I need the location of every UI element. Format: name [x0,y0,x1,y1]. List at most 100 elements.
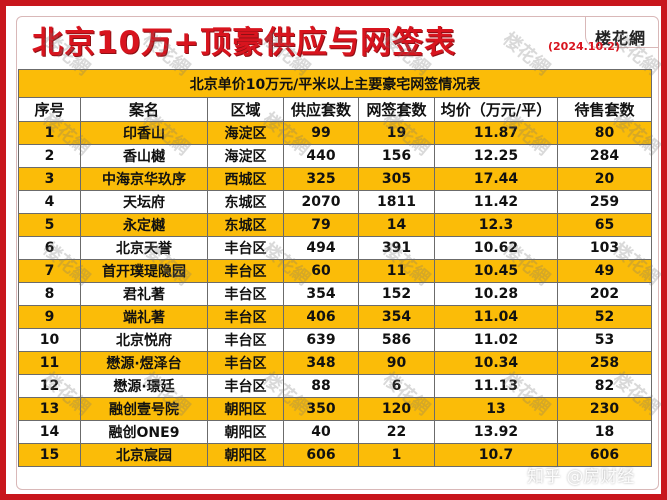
cell-project: 首开璞瑅隐园 [80,259,208,283]
cell-avg-price: 10.7 [434,443,558,467]
cell-index: 3 [18,167,81,191]
cell-project: 北京宸园 [80,443,208,467]
cell-project: 永定樾 [80,213,208,237]
table-caption: 北京单价10万元/平米以上主要豪宅网签情况表 [17,69,653,98]
cell-avg-price: 10.62 [434,236,558,260]
cell-supply: 639 [283,328,359,352]
cell-supply: 348 [283,351,359,375]
cell-avg-price: 12.25 [434,144,558,168]
table-header-row: 序号 案名 区域 供应套数 网签套数 均价（万元/平） 待售套数 [18,97,653,122]
cell-supply: 354 [283,282,359,306]
cell-signed: 354 [358,305,435,329]
cell-unsold: 53 [556,328,653,352]
cell-project: 君礼著 [80,282,208,306]
cell-signed: 305 [358,167,435,191]
cell-supply: 40 [283,420,359,444]
cell-project: 懋源·璟廷 [80,374,208,398]
cell-signed: 156 [358,144,435,168]
cell-signed: 1 [358,443,435,467]
cell-supply: 350 [283,397,359,421]
cell-index: 2 [18,144,81,168]
cell-district: 朝阳区 [207,420,284,444]
cell-project: 端礼著 [80,305,208,329]
cell-project: 懋源·煜泽台 [80,351,208,375]
cell-signed: 1811 [358,190,435,214]
cell-index: 1 [18,121,81,145]
cell-district: 朝阳区 [207,397,284,421]
cell-district: 丰台区 [207,282,284,306]
table-row: 14 融创ONE9 朝阳区 40 22 13.92 18 [18,420,653,444]
cell-index: 15 [18,443,81,467]
column-header-signed: 网签套数 [358,97,435,122]
cell-supply: 440 [283,144,359,168]
table-row: 13 融创壹号院 朝阳区 350 120 13 230 [18,397,653,421]
table-row: 11 懋源·煜泽台 丰台区 348 90 10.34 258 [18,351,653,375]
cell-avg-price: 11.04 [434,305,558,329]
cell-district: 丰台区 [207,374,284,398]
table-row: 12 懋源·璟廷 丰台区 88 6 11.13 82 [18,374,653,398]
cell-unsold: 230 [556,397,653,421]
cell-avg-price: 11.42 [434,190,558,214]
cell-project: 北京悦府 [80,328,208,352]
cell-unsold: 202 [556,282,653,306]
luxury-sales-table: 北京单价10万元/平米以上主要豪宅网签情况表 序号 案名 区域 供应套数 网签套… [17,69,653,467]
cell-index: 5 [18,213,81,237]
cell-unsold: 52 [556,305,653,329]
cell-supply: 325 [283,167,359,191]
cell-signed: 152 [358,282,435,306]
cell-index: 12 [18,374,81,398]
cell-index: 4 [18,190,81,214]
cell-avg-price: 12.3 [434,213,558,237]
table-row: 8 君礼著 丰台区 354 152 10.28 202 [18,282,653,306]
cell-district: 丰台区 [207,328,284,352]
column-header-unsold: 待售套数 [556,97,653,122]
cell-district: 海淀区 [207,144,284,168]
cell-district: 丰台区 [207,305,284,329]
cell-signed: 19 [358,121,435,145]
table-row: 15 北京宸园 朝阳区 606 1 10.7 606 [18,443,653,467]
cell-unsold: 20 [556,167,653,191]
cell-index: 8 [18,282,81,306]
cell-unsold: 259 [556,190,653,214]
cell-unsold: 49 [556,259,653,283]
cell-project: 融创壹号院 [80,397,208,421]
cell-district: 海淀区 [207,121,284,145]
cell-unsold: 82 [556,374,653,398]
cell-supply: 494 [283,236,359,260]
cell-district: 丰台区 [207,351,284,375]
column-header-district: 区域 [207,97,284,122]
table-row: 4 天坛府 东城区 2070 1811 11.42 259 [18,190,653,214]
cell-index: 13 [18,397,81,421]
cell-signed: 14 [358,213,435,237]
cell-unsold: 284 [556,144,653,168]
source-credit: 知乎 @房财经 [527,467,635,487]
cell-signed: 6 [358,374,435,398]
cell-project: 中海京华玖序 [80,167,208,191]
cell-supply: 99 [283,121,359,145]
table-row: 5 永定樾 东城区 79 14 12.3 65 [18,213,653,237]
cell-supply: 406 [283,305,359,329]
column-header-project: 案名 [80,97,208,122]
cell-avg-price: 17.44 [434,167,558,191]
cell-supply: 60 [283,259,359,283]
cell-index: 10 [18,328,81,352]
column-header-avg-price: 均价（万元/平） [434,97,558,122]
cell-supply: 606 [283,443,359,467]
cell-supply: 2070 [283,190,359,214]
cell-signed: 586 [358,328,435,352]
cell-project: 印香山 [80,121,208,145]
table-row: 10 北京悦府 丰台区 639 586 11.02 53 [18,328,653,352]
cell-district: 丰台区 [207,236,284,260]
cell-avg-price: 10.28 [434,282,558,306]
cell-unsold: 606 [556,443,653,467]
table-row: 1 印香山 海淀区 99 19 11.87 80 [18,121,653,145]
cell-project: 融创ONE9 [80,420,208,444]
cell-avg-price: 11.87 [434,121,558,145]
cell-avg-price: 10.34 [434,351,558,375]
page-title: 北京10万+顶豪供应与网签表 [32,25,457,61]
cell-signed: 120 [358,397,435,421]
cell-project: 北京天誉 [80,236,208,260]
cell-unsold: 80 [556,121,653,145]
cell-unsold: 65 [556,213,653,237]
cell-signed: 90 [358,351,435,375]
